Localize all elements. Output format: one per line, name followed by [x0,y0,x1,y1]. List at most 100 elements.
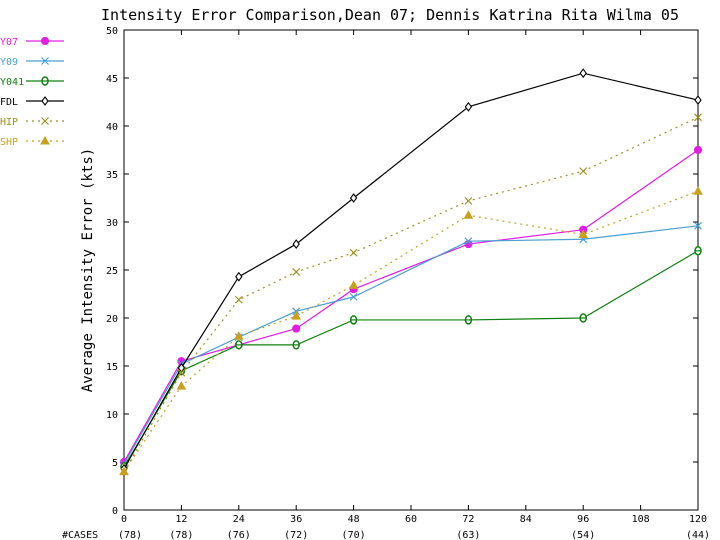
y-tick-label: 30 [106,218,118,229]
data-point-stroke [694,113,702,122]
data-point [349,315,358,325]
x-tick-label: 60 [405,514,417,525]
data-point [694,95,702,105]
data-point [693,145,703,155]
data-point [693,186,703,195]
x-tick-label: 0 [121,514,127,525]
data-point [292,340,300,350]
data-point [40,36,50,46]
y-tick-label: 10 [106,410,118,421]
series-line [123,250,699,468]
data-point [349,248,358,257]
y-tick-label: 25 [106,266,118,277]
data-point [41,96,49,106]
data-point-stroke [41,57,49,65]
data-point [292,239,300,249]
x-tick-label: 84 [520,514,532,525]
data-point [464,101,473,112]
chart-title: Intensity Error Comparison,Dean 07; Denn… [101,6,679,24]
x-tick-label: 48 [348,514,360,525]
x-tick-label: 36 [290,514,302,525]
y-tick-label: 35 [106,170,118,181]
case-count-label: (54) [571,530,595,540]
data-point [41,76,49,86]
series-hy041 [120,246,702,472]
data-point [233,331,244,340]
cases-label: #CASES [62,530,98,540]
legend-item: HY041 [0,76,64,88]
data-point-stroke [464,237,473,246]
case-count-label: (44) [686,530,710,540]
data-point-stroke [177,368,186,377]
data-point [694,113,702,122]
case-count-label: (63) [456,530,480,540]
data-point [40,135,50,145]
case-count-label: (70) [342,530,366,540]
data-point [579,167,588,176]
y-tick-label: 20 [106,314,118,325]
y-tick-label: 50 [106,26,118,37]
x-tick-label: 12 [175,514,187,525]
cases-row: (78) (78) (76) (72) (70) (63) (54) (44) [118,530,710,540]
series-line [123,72,699,470]
data-point [176,381,187,390]
data-point [292,324,301,333]
data-point-stroke [694,221,702,230]
series-ship [120,113,702,476]
data-point-stroke [41,117,49,125]
case-count-label: (76) [227,530,251,540]
data-point [694,221,702,230]
data-point-stroke [292,267,301,276]
legend-item: HY07 [0,36,64,48]
data-point [579,68,587,79]
legend-label: HY041 [0,77,24,88]
data-point [292,267,301,276]
axis-ticks: 0 5 10 15 20 25 30 35 40 45 50 0 12 24 36 48 60 72 84 96 108… [106,26,707,525]
case-count-label: (72) [284,530,308,540]
data-point [234,295,243,304]
plot-frame [123,29,699,511]
x-tick-label: 120 [689,514,707,525]
data-point [464,196,473,205]
y-tick-label: 15 [106,362,118,373]
data-point [463,210,474,219]
x-tick-label: 108 [632,514,650,525]
legend-label: GFDL [0,97,18,108]
x-tick-label: 24 [233,514,245,525]
legend-item: GFDL [0,96,64,108]
data-point [694,246,702,256]
series-gfdl [120,68,702,474]
case-count-label: (78) [169,530,193,540]
data-point [578,229,589,238]
legend-label: HY09 [0,57,18,68]
data-point [349,193,358,203]
y-tick-label: 40 [106,122,118,133]
y-tick-label: 45 [106,74,118,85]
series-hy07 [119,145,703,467]
data-point [349,292,358,301]
data-point [235,271,243,282]
data-point [235,340,243,350]
legend-label: HY07 [0,37,18,48]
data-point [119,466,129,476]
x-tick-label: 72 [462,514,474,525]
y-axis-label: Average Intensity Error (kts) [80,148,96,392]
data-point [579,313,587,323]
data-point-stroke [234,295,243,304]
legend-item: HY09 [0,57,64,68]
series-hy09 [120,221,702,468]
series-line [123,116,699,472]
data-point [291,311,302,320]
data-point-stroke [579,167,588,176]
data-point [348,280,359,289]
series-dshp [119,186,703,476]
legend-label: SHIP [0,117,18,128]
legend-item: DSHP [0,135,64,148]
case-count-label: (78) [118,530,142,540]
data-point [464,315,473,325]
data-point [41,117,49,125]
legend-item: SHIP [0,117,64,128]
series-line [123,190,699,472]
data-point [41,57,49,65]
